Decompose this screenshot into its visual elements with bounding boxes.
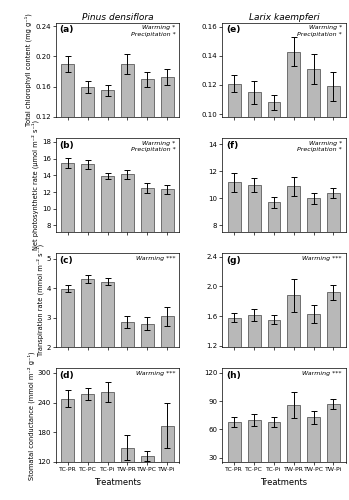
Text: Warming *
Precipitation *: Warming * Precipitation * [297,26,342,37]
Title: Pinus densiflora: Pinus densiflora [82,12,153,22]
Text: Warming ***: Warming *** [136,256,176,260]
Bar [287,405,300,486]
Bar [228,84,241,260]
Bar [121,64,134,208]
Bar [327,86,340,260]
Text: Warming *
Precipitation *: Warming * Precipitation * [131,26,176,37]
Bar [81,86,94,208]
Text: (e): (e) [226,26,240,35]
Bar [161,316,173,406]
Bar [268,320,280,435]
Bar [141,456,154,500]
Bar [61,398,74,500]
Text: Warming *
Precipitation *: Warming * Precipitation * [297,140,342,152]
Bar [161,77,173,208]
Bar [307,69,320,260]
Bar [287,186,300,334]
Bar [307,198,320,334]
Bar [61,163,74,292]
Bar [121,448,134,500]
Bar [327,404,340,486]
Bar [81,164,94,292]
Bar [141,79,154,208]
Bar [121,322,134,406]
Title: Larix kaempferi: Larix kaempferi [248,12,319,22]
Text: Warming ***: Warming *** [302,256,342,260]
Text: Warming *
Precipitation *: Warming * Precipitation * [131,140,176,152]
Bar [101,90,114,208]
Bar [101,282,114,406]
Bar [228,182,241,334]
Bar [81,279,94,406]
Bar [248,314,261,435]
X-axis label: Treatments: Treatments [260,478,307,487]
Bar [228,318,241,435]
Bar [287,52,300,260]
Bar [161,426,173,500]
Bar [61,64,74,208]
Bar [268,422,280,486]
Bar [287,296,300,435]
Y-axis label: Transpiration rate (mmol m⁻² s⁻¹): Transpiration rate (mmol m⁻² s⁻¹) [36,244,44,356]
Text: (f): (f) [226,140,238,149]
Y-axis label: Net photosynthetic rate (µmol m⁻² s⁻¹): Net photosynthetic rate (µmol m⁻² s⁻¹) [32,120,39,250]
Text: (d): (d) [60,371,74,380]
X-axis label: Treatments: Treatments [94,478,141,487]
Text: Warming ***: Warming *** [302,371,342,376]
Bar [327,292,340,435]
Bar [81,394,94,500]
Bar [268,102,280,260]
Y-axis label: Total chlorophyll content (mg g⁻¹): Total chlorophyll content (mg g⁻¹) [25,14,32,126]
Bar [248,420,261,486]
Bar [228,422,241,486]
Text: (h): (h) [226,371,241,380]
Text: (a): (a) [60,26,74,35]
Bar [101,392,114,500]
Bar [307,314,320,435]
Bar [307,417,320,486]
Bar [248,185,261,334]
Bar [327,193,340,334]
Bar [141,324,154,406]
Bar [61,289,74,406]
Bar [101,176,114,292]
Text: (g): (g) [226,256,240,264]
Bar [268,202,280,334]
Bar [121,174,134,292]
Text: (c): (c) [60,256,73,264]
Bar [141,188,154,292]
Bar [248,92,261,260]
Bar [161,190,173,292]
Text: Warming ***: Warming *** [136,371,176,376]
Y-axis label: Stomatal conductance (mmol m⁻² g⁻¹): Stomatal conductance (mmol m⁻² g⁻¹) [27,351,35,480]
Text: (b): (b) [60,140,74,149]
